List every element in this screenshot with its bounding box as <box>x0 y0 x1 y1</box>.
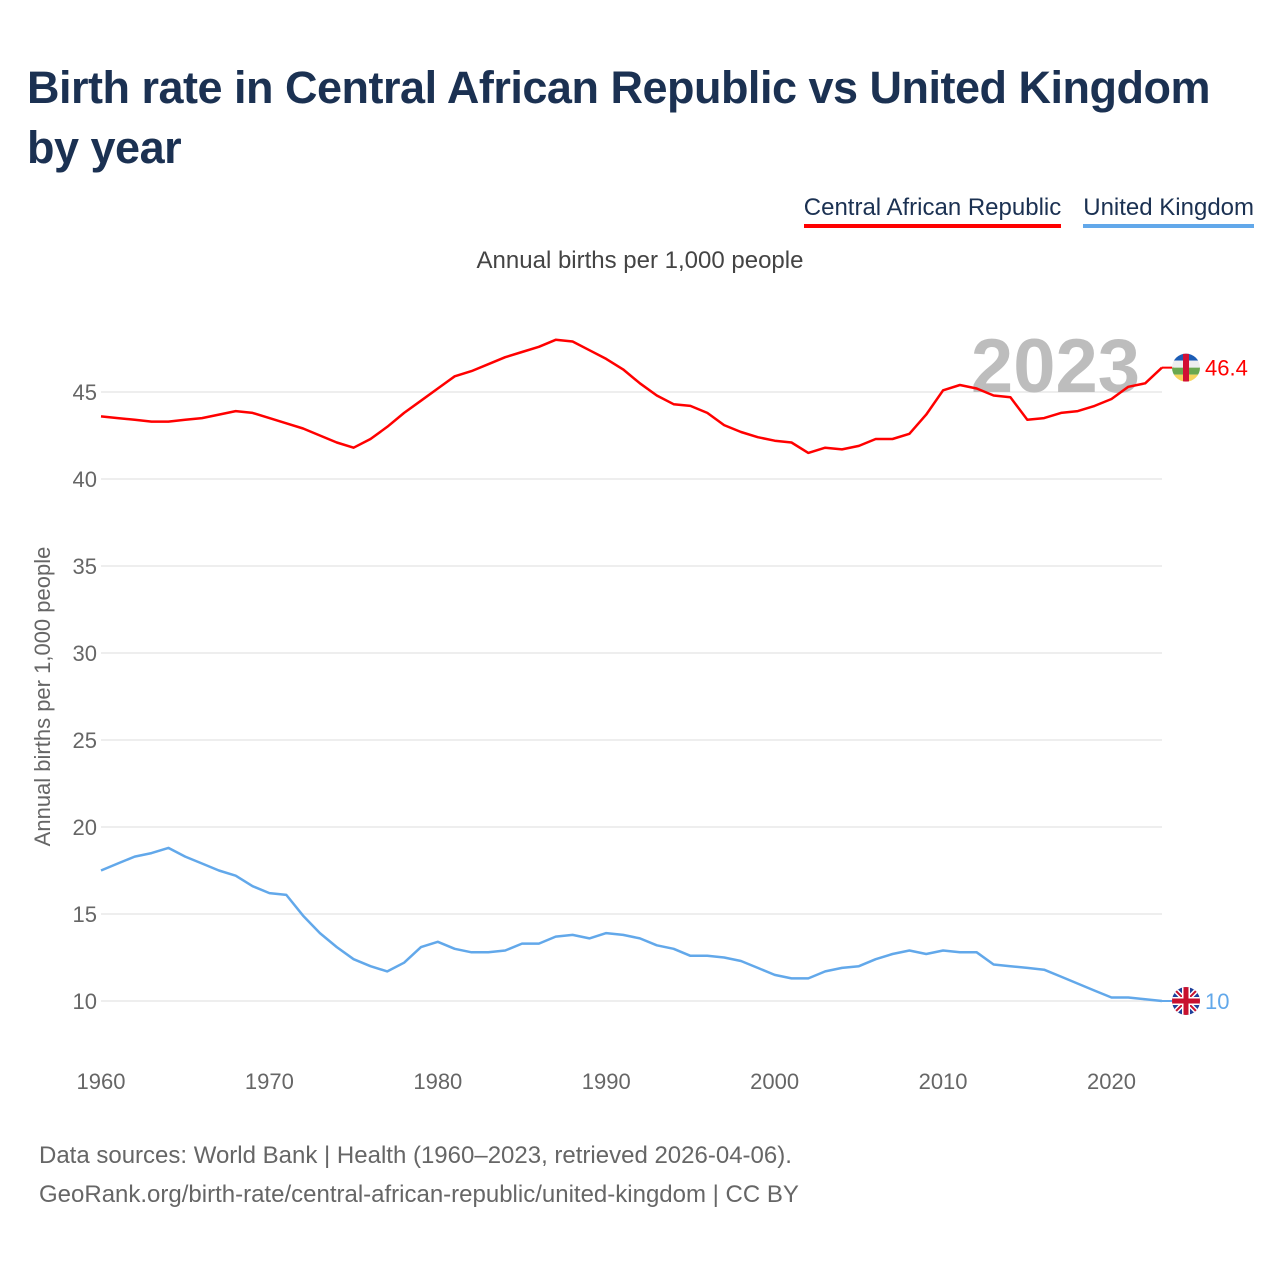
footer: Data sources: World Bank | Health (1960–… <box>39 1136 799 1214</box>
x-tick-label: 2000 <box>750 1069 799 1094</box>
x-tick-label: 1960 <box>77 1069 126 1094</box>
series-line-central-african-republic <box>100 338 1163 455</box>
y-tick-label: 35 <box>73 554 97 579</box>
legend-item-central-african-republic[interactable]: Central African Republic <box>803 194 1062 228</box>
chart-title: Birth rate in Central African Republic v… <box>27 62 1210 173</box>
x-tick-label: 1970 <box>245 1069 294 1094</box>
y-tick-label: 20 <box>73 815 97 840</box>
y-tick-label: 10 <box>73 989 97 1014</box>
end-value-label: 10 <box>1205 989 1229 1014</box>
x-tick-label: 1980 <box>413 1069 462 1094</box>
legend: Central African Republic United Kingdom <box>803 194 1254 228</box>
united-kingdom-flag-icon <box>1172 987 1200 1015</box>
source-link[interactable]: GeoRank.org/birth-rate/central-african-r… <box>39 1181 799 1208</box>
central-african-republic-flag-icon <box>1172 353 1200 382</box>
y-axis-label: Annual births per 1,000 people <box>30 547 55 847</box>
y-tick-label: 15 <box>73 902 97 927</box>
x-tick-label: 2010 <box>919 1069 968 1094</box>
chart-subtitle: Annual births per 1,000 people <box>476 247 804 274</box>
y-tick-label: 25 <box>73 728 97 753</box>
end-value-label: 46.4 <box>1205 356 1248 381</box>
x-tick-label: 2020 <box>1087 1069 1136 1094</box>
y-tick-label: 40 <box>73 467 97 492</box>
y-tick-label: 30 <box>73 641 97 666</box>
legend-item-united-kingdom[interactable]: United Kingdom <box>1083 194 1254 228</box>
series-line-united-kingdom <box>100 846 1163 1003</box>
y-tick-label: 45 <box>73 380 97 405</box>
data-source: Data sources: World Bank | Health (1960–… <box>39 1142 792 1169</box>
x-tick-label: 1990 <box>582 1069 631 1094</box>
